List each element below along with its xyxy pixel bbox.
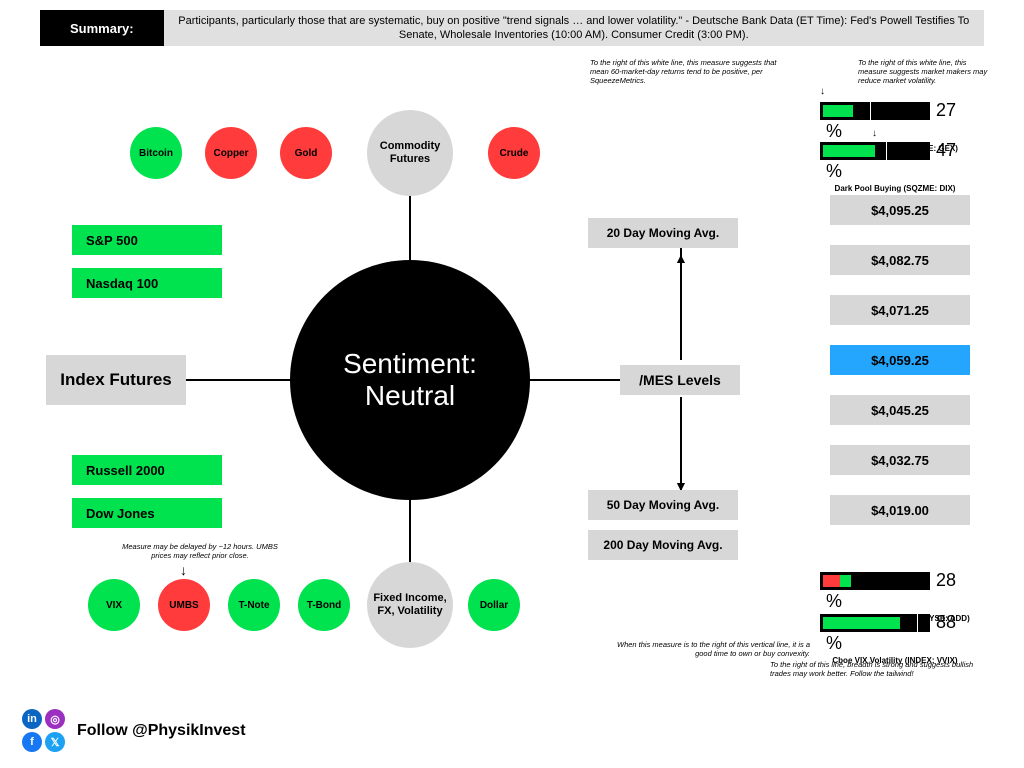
level-5: $4,032.75: [830, 445, 970, 475]
dot-copper: Copper: [205, 127, 257, 179]
dot-tbond: T-Bond: [298, 579, 350, 631]
bar-russell: Russell 2000: [72, 455, 222, 485]
gauge-dix: 47% Dark Pool Buying (SQZME: DIX): [820, 140, 970, 193]
gex-note: To the right of this white line, this me…: [590, 58, 790, 85]
dot-vix: VIX: [88, 579, 140, 631]
arrow-umbs: ↓: [180, 562, 187, 578]
summary-bar: Summary: Participants, particularly thos…: [40, 10, 984, 46]
add-note: To the right of this line, breadth is st…: [770, 660, 990, 678]
category-commodity: Commodity Futures: [367, 110, 453, 196]
ma-line-dn: [680, 397, 682, 490]
dot-dollar: Dollar: [468, 579, 520, 631]
instagram-icon[interactable]: ◎: [45, 709, 65, 729]
category-mes: /MES Levels: [620, 365, 740, 395]
level-1: $4,082.75: [830, 245, 970, 275]
arrow-gex: ↓: [820, 86, 825, 97]
arrow-up-icon: ▲: [674, 250, 688, 266]
level-3: $4,059.25: [830, 345, 970, 375]
dix-note: To the right of this white line, this me…: [858, 58, 988, 85]
dot-gold: Gold: [280, 127, 332, 179]
category-index: Index Futures: [46, 355, 186, 405]
footer: in ◎ f 𝕏 Follow @PhysikInvest: [22, 709, 246, 752]
ma-50: 50 Day Moving Avg.: [588, 490, 738, 520]
dot-umbs: UMBS: [158, 579, 210, 631]
twitter-icon[interactable]: 𝕏: [45, 732, 65, 752]
level-0: $4,095.25: [830, 195, 970, 225]
follow-handle: Follow @PhysikInvest: [77, 722, 246, 740]
social-icons: in ◎ f 𝕏: [22, 709, 65, 752]
sentiment-line1: Sentiment:: [343, 348, 477, 379]
ma-20: 20 Day Moving Avg.: [588, 218, 738, 248]
bar-dow: Dow Jones: [72, 498, 222, 528]
gauge-vvix: 88% Cboe VIX Volatility (INDEX: VVIX): [820, 612, 970, 665]
dot-crude: Crude: [488, 127, 540, 179]
facebook-icon[interactable]: f: [22, 732, 42, 752]
summary-label: Summary:: [40, 10, 164, 46]
summary-text: Participants, particularly those that ar…: [164, 14, 984, 43]
dot-tnote: T-Note: [228, 579, 280, 631]
sentiment-center: Sentiment: Neutral: [290, 260, 530, 500]
linkedin-icon[interactable]: in: [22, 709, 42, 729]
category-fixedincome: Fixed Income, FX, Volatility: [367, 562, 453, 648]
level-4: $4,045.25: [830, 395, 970, 425]
umbs-note: Measure may be delayed by ~12 hours. UMB…: [120, 542, 280, 560]
bar-sp500: S&P 500: [72, 225, 222, 255]
vvix-note: When this measure is to the right of thi…: [600, 640, 810, 658]
level-6: $4,019.00: [830, 495, 970, 525]
dot-bitcoin: Bitcoin: [130, 127, 182, 179]
bar-nasdaq: Nasdaq 100: [72, 268, 222, 298]
level-2: $4,071.25: [830, 295, 970, 325]
sentiment-line2: Neutral: [365, 380, 455, 411]
ma-200: 200 Day Moving Avg.: [588, 530, 738, 560]
